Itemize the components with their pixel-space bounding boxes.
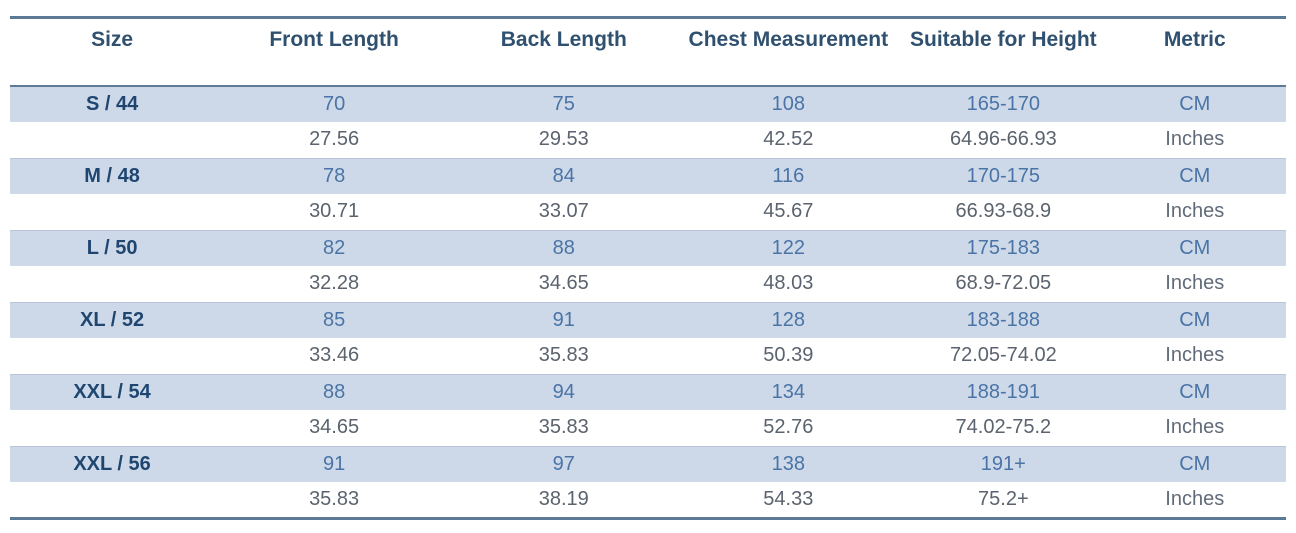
table-row: 35.83 38.19 54.33 75.2+ Inches bbox=[10, 482, 1286, 518]
size-chart-table: Size Front Length Back Length Chest Meas… bbox=[10, 16, 1286, 520]
cell-size bbox=[10, 266, 214, 302]
cell-metric: Inches bbox=[1165, 128, 1225, 151]
column-header-suitable-height: Suitable for Height bbox=[909, 28, 1097, 51]
cell-back: 88 bbox=[552, 236, 575, 259]
cell-chest: 45.67 bbox=[763, 200, 814, 223]
cell-metric: Inches bbox=[1165, 344, 1225, 367]
cell-chest: 108 bbox=[771, 93, 806, 115]
cell-front: 30.71 bbox=[309, 200, 360, 223]
cell-front: 78 bbox=[322, 164, 346, 187]
cell-front: 35.83 bbox=[309, 487, 360, 510]
table-row: XXL / 56 91 97 138 191+ CM bbox=[10, 446, 1286, 482]
cell-chest: 122 bbox=[771, 236, 806, 259]
cell-front: 27.56 bbox=[309, 128, 360, 151]
cell-size bbox=[10, 338, 214, 374]
table-row: 32.28 34.65 48.03 68.9-72.05 Inches bbox=[10, 266, 1286, 302]
cell-front: 70 bbox=[322, 93, 346, 115]
cell-size bbox=[10, 410, 214, 446]
cell-size bbox=[10, 122, 214, 158]
column-header-back-length: Back Length bbox=[500, 28, 627, 51]
cell-chest: 116 bbox=[772, 164, 805, 187]
table-row: S / 44 70 75 108 165-170 CM bbox=[10, 86, 1286, 122]
cell-chest: 42.52 bbox=[763, 128, 814, 151]
cell-height: 66.93-68.9 bbox=[955, 200, 1052, 223]
cell-height: 191+ bbox=[980, 452, 1026, 475]
cell-metric: CM bbox=[1179, 452, 1211, 475]
cell-metric: CM bbox=[1179, 93, 1211, 115]
cell-front: 91 bbox=[322, 452, 346, 475]
cell-height: 188-191 bbox=[966, 380, 1041, 403]
cell-front: 88 bbox=[322, 380, 346, 403]
cell-size: M / 48 bbox=[84, 164, 140, 187]
cell-size bbox=[10, 482, 214, 518]
cell-back: 35.83 bbox=[538, 416, 589, 439]
cell-chest: 134 bbox=[771, 380, 806, 403]
cell-height: 64.96-66.93 bbox=[949, 128, 1057, 151]
cell-size: L / 50 bbox=[86, 236, 138, 259]
table-row: 34.65 35.83 52.76 74.02-75.2 Inches bbox=[10, 410, 1286, 446]
table-row: M / 48 78 84 116 170-175 CM bbox=[10, 158, 1286, 194]
cell-metric: CM bbox=[1179, 164, 1211, 187]
cell-front: 33.46 bbox=[309, 344, 360, 367]
cell-chest: 50.39 bbox=[763, 344, 814, 367]
cell-size: XXL / 54 bbox=[73, 380, 151, 403]
cell-height: 175-183 bbox=[966, 236, 1041, 259]
cell-back: 94 bbox=[552, 380, 575, 403]
cell-chest: 52.76 bbox=[763, 416, 814, 439]
table-row: XL / 52 85 91 128 183-188 CM bbox=[10, 302, 1286, 338]
table-body: S / 44 70 75 108 165-170 CM 27.56 29.53 42.52 64.… bbox=[10, 86, 1286, 518]
header-row: Size Front Length Back Length Chest Meas… bbox=[10, 18, 1286, 86]
column-header-chest: Chest Measurement bbox=[688, 28, 889, 51]
cell-size: XL / 52 bbox=[80, 308, 145, 331]
cell-height: 74.02-75.2 bbox=[955, 416, 1052, 439]
cell-back: 38.19 bbox=[538, 487, 589, 510]
cell-chest: 138 bbox=[771, 452, 806, 475]
cell-metric: Inches bbox=[1165, 200, 1225, 223]
column-header-metric: Metric bbox=[1163, 28, 1226, 51]
cell-back: 29.53 bbox=[538, 128, 589, 151]
cell-back: 91 bbox=[552, 308, 575, 331]
cell-front: 32.28 bbox=[309, 272, 360, 295]
cell-height: 72.05-74.02 bbox=[949, 344, 1057, 367]
cell-size: XXL / 56 bbox=[73, 452, 151, 475]
cell-size: S / 44 bbox=[85, 93, 139, 115]
cell-chest: 54.33 bbox=[763, 487, 814, 510]
cell-back: 35.83 bbox=[538, 344, 589, 367]
cell-size bbox=[10, 194, 214, 230]
column-header-front-length: Front Length bbox=[269, 28, 399, 51]
column-header-size: Size bbox=[91, 28, 134, 51]
table-row: L / 50 82 88 122 175-183 CM bbox=[10, 230, 1286, 266]
table-header: Size Front Length Back Length Chest Meas… bbox=[10, 18, 1286, 86]
size-chart-container: Size Front Length Back Length Chest Meas… bbox=[10, 16, 1286, 520]
cell-height: 165-170 bbox=[966, 93, 1041, 115]
cell-back: 34.65 bbox=[538, 272, 589, 295]
cell-back: 84 bbox=[552, 164, 575, 187]
cell-back: 97 bbox=[552, 452, 575, 475]
cell-metric: CM bbox=[1179, 380, 1211, 403]
cell-height: 75.2+ bbox=[978, 487, 1029, 510]
table-row: 30.71 33.07 45.67 66.93-68.9 Inches bbox=[10, 194, 1286, 230]
cell-back: 75 bbox=[552, 93, 575, 115]
cell-height: 170-175 bbox=[966, 164, 1041, 187]
cell-metric: CM bbox=[1179, 236, 1211, 259]
table-row: 27.56 29.53 42.52 64.96-66.93 Inches bbox=[10, 122, 1286, 158]
cell-front: 34.65 bbox=[309, 416, 360, 439]
cell-back: 33.07 bbox=[538, 200, 589, 223]
cell-height: 68.9-72.05 bbox=[955, 272, 1052, 295]
cell-metric: CM bbox=[1179, 308, 1211, 331]
cell-chest: 128 bbox=[771, 308, 806, 331]
cell-metric: Inches bbox=[1165, 416, 1225, 439]
table-row: XXL / 54 88 94 134 188-191 CM bbox=[10, 374, 1286, 410]
cell-height: 183-188 bbox=[966, 308, 1041, 331]
cell-front: 82 bbox=[322, 236, 346, 259]
cell-metric: Inches bbox=[1165, 487, 1225, 510]
table-row: 33.46 35.83 50.39 72.05-74.02 Inches bbox=[10, 338, 1286, 374]
cell-front: 85 bbox=[322, 308, 346, 331]
cell-metric: Inches bbox=[1165, 272, 1225, 295]
cell-chest: 48.03 bbox=[763, 272, 814, 295]
